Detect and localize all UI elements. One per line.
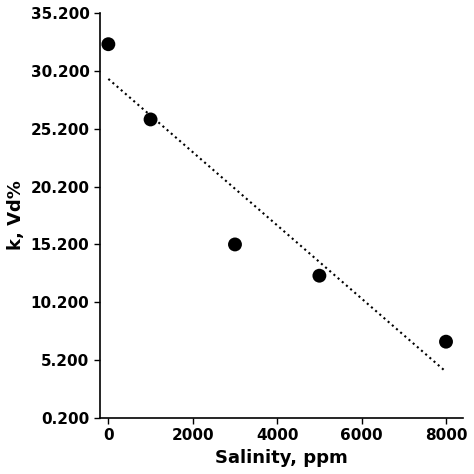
Point bbox=[231, 241, 239, 248]
X-axis label: Salinity, ppm: Salinity, ppm bbox=[215, 449, 348, 467]
Point bbox=[147, 116, 155, 123]
Point bbox=[105, 40, 112, 48]
Point bbox=[316, 272, 323, 280]
Y-axis label: k, Vd%: k, Vd% bbox=[7, 181, 25, 250]
Point bbox=[442, 338, 450, 346]
